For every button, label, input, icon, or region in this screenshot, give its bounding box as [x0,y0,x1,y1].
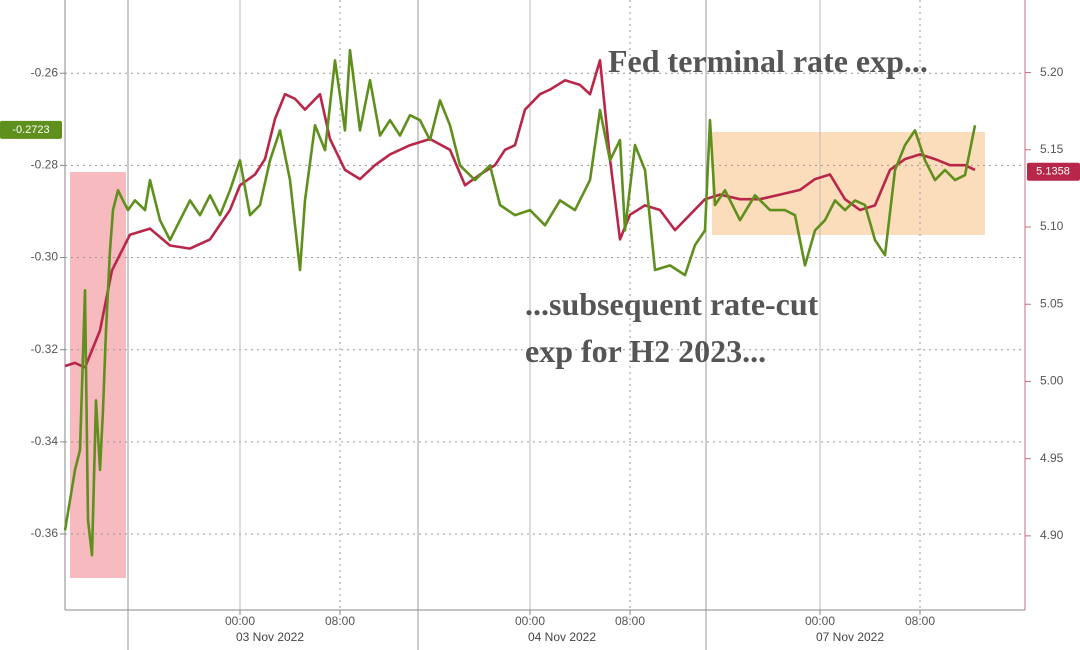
y2-tick-label: 4.95 [1040,451,1064,465]
last-value-label: 5.1358 [1036,166,1070,178]
last-value-label: -0.2723 [12,124,49,136]
plot [63,48,977,557]
y2-tick-label: 4.90 [1040,528,1064,542]
y2-tick-label: 5.15 [1040,142,1064,156]
annotation: Fed terminal rate exp... [608,43,928,79]
x-tick-label: 08:00 [615,614,645,628]
y-tick-label: -0.30 [31,250,59,264]
series-line [64,58,976,369]
x-tick-label: 00:00 [515,614,545,628]
date-label: 04 Nov 2022 [528,630,596,644]
date-label: 07 Nov 2022 [816,630,884,644]
y-tick-label: -0.36 [31,526,59,540]
highlight-region [70,172,126,578]
last-value-tag [1027,162,1080,181]
y2-tick-label: 5.05 [1040,296,1064,310]
y-tick-label: -0.28 [31,158,59,172]
y-tick-label: -0.26 [31,65,59,79]
date-label: 03 Nov 2022 [236,630,304,644]
annotation: ...subsequent rate-cut [525,286,819,322]
annotation: exp for H2 2023... [525,333,766,369]
x-tick-label: 08:00 [905,614,935,628]
y-tick-label: -0.32 [31,342,59,356]
y-tick-label: -0.34 [31,434,59,448]
grid [65,0,1025,610]
series-line [63,48,977,557]
x-tick-label: 08:00 [325,614,355,628]
y2-tick-label: 5.00 [1040,374,1064,388]
x-tick-label: 00:00 [225,614,255,628]
highlight-region [712,132,985,235]
x-tick-label: 00:00 [805,614,835,628]
last-value-tag [0,120,62,139]
y2-tick-label: 5.20 [1040,65,1064,79]
y2-tick-label: 5.10 [1040,219,1064,233]
